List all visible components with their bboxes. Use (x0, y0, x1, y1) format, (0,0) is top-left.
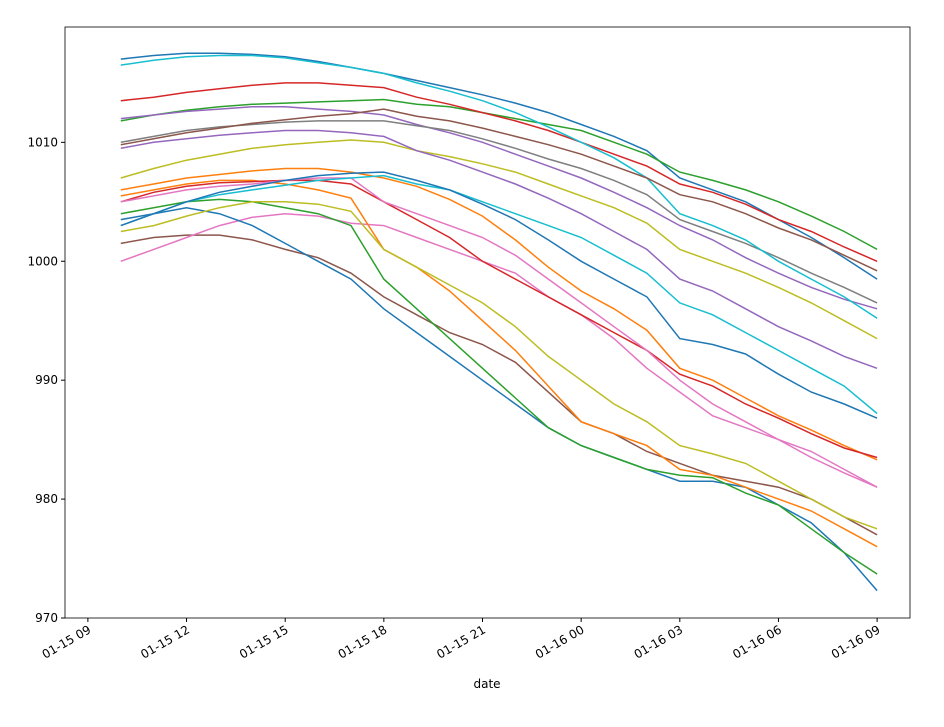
series-line (120, 108, 878, 272)
series-line (120, 167, 878, 461)
series-line (120, 234, 878, 536)
y-tick-label: 1010 (27, 135, 58, 149)
y-tick-label: 980 (35, 492, 58, 506)
x-tick-label: 01-15 15 (237, 622, 291, 661)
series-line (120, 177, 878, 488)
series-line (120, 82, 878, 262)
y-tick-label: 990 (35, 373, 58, 387)
x-tick-label: 01-15 21 (434, 622, 488, 661)
series-line (120, 179, 878, 459)
plot-frame (64, 26, 911, 619)
series-line (120, 171, 878, 419)
x-tick-label: 01-16 00 (533, 622, 587, 661)
x-tick-label: 01-16 09 (829, 622, 883, 661)
series-line (120, 212, 878, 488)
series-line (120, 54, 878, 319)
x-tick-label: 01-15 18 (336, 622, 390, 661)
x-tick-label: 01-16 06 (730, 622, 784, 661)
series-line (120, 179, 878, 548)
series-line (120, 198, 878, 575)
series-line (120, 98, 878, 251)
series-line (120, 105, 878, 310)
x-tick-label: 01-15 09 (40, 622, 94, 661)
x-tick-label: 01-15 12 (138, 622, 192, 661)
series-line (120, 120, 878, 304)
y-tick-label: 1000 (27, 254, 58, 268)
y-tick-label: 970 (35, 611, 58, 625)
series-line (120, 174, 878, 415)
series-line (120, 206, 878, 592)
series-line (120, 201, 878, 530)
series-line (120, 52, 878, 280)
series-line (120, 139, 878, 340)
x-tick-label: 01-16 03 (632, 622, 686, 661)
series-line (120, 129, 878, 370)
x-axis-label: date (473, 677, 500, 691)
